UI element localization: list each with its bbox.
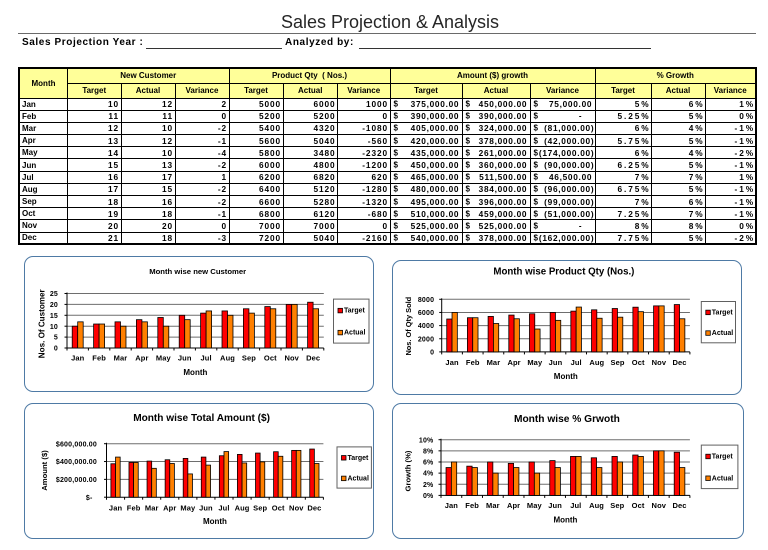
svg-text:Apr: Apr — [163, 503, 176, 512]
svg-text:Apr: Apr — [508, 357, 521, 366]
svg-text:15: 15 — [50, 313, 58, 320]
svg-text:May: May — [527, 501, 543, 510]
svg-text:2%: 2% — [423, 482, 434, 489]
svg-text:Jul: Jul — [200, 354, 211, 363]
svg-text:Aug: Aug — [589, 501, 604, 510]
svg-text:Jun: Jun — [549, 357, 563, 366]
svg-text:Target: Target — [347, 454, 369, 461]
svg-text:Dec: Dec — [306, 354, 320, 363]
svg-text:2000: 2000 — [418, 336, 434, 343]
svg-text:Mar: Mar — [113, 354, 127, 363]
svg-text:Month: Month — [554, 516, 578, 525]
svg-text:Month: Month — [554, 372, 578, 381]
svg-text:Apr: Apr — [507, 501, 520, 510]
svg-text:0: 0 — [430, 349, 434, 356]
svg-text:Jan: Jan — [445, 501, 459, 510]
svg-text:Oct: Oct — [264, 354, 277, 363]
svg-text:Actual: Actual — [347, 475, 368, 482]
svg-text:Sep: Sep — [253, 503, 267, 512]
svg-text:10: 10 — [50, 324, 58, 331]
svg-text:4000: 4000 — [418, 323, 434, 330]
svg-text:5: 5 — [54, 335, 58, 342]
svg-text:Oct: Oct — [632, 357, 645, 366]
svg-text:$600,000.00: $600,000.00 — [56, 441, 97, 448]
svg-text:8%: 8% — [423, 448, 434, 455]
svg-text:6000: 6000 — [418, 310, 434, 317]
svg-text:Month: Month — [183, 368, 207, 377]
svg-text:0%: 0% — [423, 493, 434, 500]
svg-text:Actual: Actual — [712, 475, 733, 482]
svg-text:Dec: Dec — [673, 357, 687, 366]
svg-text:0: 0 — [54, 346, 58, 353]
svg-text:Sep: Sep — [610, 501, 624, 510]
svg-text:Mar: Mar — [486, 501, 500, 510]
svg-text:Jul: Jul — [218, 503, 229, 512]
svg-text:Nov: Nov — [652, 357, 667, 366]
svg-text:Mar: Mar — [487, 357, 501, 366]
svg-text:Target: Target — [344, 308, 366, 315]
svg-text:Actual: Actual — [712, 330, 733, 337]
svg-text:Growth (%): Growth (%) — [404, 450, 413, 491]
svg-text:Sep: Sep — [611, 357, 625, 366]
svg-text:Aug: Aug — [234, 503, 249, 512]
svg-text:Jun: Jun — [199, 503, 213, 512]
svg-text:Month: Month — [203, 517, 227, 526]
svg-text:Month wise % Grwoth: Month wise % Grwoth — [514, 414, 620, 425]
svg-text:Nov: Nov — [289, 503, 304, 512]
svg-text:Jul: Jul — [571, 357, 582, 366]
svg-text:Target: Target — [712, 309, 734, 316]
svg-text:Jan: Jan — [446, 357, 460, 366]
svg-text:Jun: Jun — [548, 501, 562, 510]
svg-text:Dec: Dec — [307, 503, 321, 512]
svg-text:Amount ($): Amount ($) — [40, 449, 49, 490]
svg-text:4%: 4% — [423, 471, 434, 478]
svg-text:Oct: Oct — [632, 501, 645, 510]
svg-text:Feb: Feb — [126, 503, 140, 512]
svg-text:Nos. Of Customer: Nos. Of Customer — [37, 289, 46, 359]
svg-text:$400,000.00: $400,000.00 — [56, 459, 97, 466]
svg-text:Month wise new Customer: Month wise new Customer — [149, 267, 246, 276]
svg-text:Apr: Apr — [135, 354, 148, 363]
svg-text:20: 20 — [50, 302, 58, 309]
svg-text:25: 25 — [50, 291, 58, 298]
svg-text:May: May — [180, 503, 196, 512]
svg-text:Target: Target — [712, 454, 734, 461]
svg-text:Feb: Feb — [92, 354, 106, 363]
svg-text:Dec: Dec — [673, 501, 687, 510]
svg-text:8000: 8000 — [418, 296, 434, 303]
svg-text:Feb: Feb — [466, 357, 480, 366]
svg-text:Jan: Jan — [71, 354, 85, 363]
svg-text:Aug: Aug — [220, 354, 235, 363]
svg-text:May: May — [156, 354, 172, 363]
svg-text:Nov: Nov — [652, 501, 667, 510]
svg-text:Actual: Actual — [344, 330, 365, 337]
svg-text:Mar: Mar — [145, 503, 159, 512]
svg-text:Month wise Product Qty (Nos.): Month wise Product Qty (Nos.) — [494, 266, 635, 277]
svg-text:6%: 6% — [423, 460, 434, 467]
svg-text:May: May — [528, 357, 544, 366]
svg-text:Oct: Oct — [272, 503, 285, 512]
svg-text:$-: $- — [86, 494, 93, 501]
svg-text:10%: 10% — [419, 437, 434, 444]
svg-text:Jan: Jan — [109, 503, 123, 512]
svg-text:Month wise Total Amount ($): Month wise Total Amount ($) — [133, 413, 270, 424]
svg-text:Jul: Jul — [570, 501, 581, 510]
svg-text:Feb: Feb — [465, 501, 479, 510]
svg-text:Jun: Jun — [178, 354, 192, 363]
svg-text:$200,000.00: $200,000.00 — [56, 476, 97, 483]
svg-text:Aug: Aug — [590, 357, 605, 366]
svg-text:Sep: Sep — [242, 354, 256, 363]
svg-text:Nov: Nov — [284, 354, 299, 363]
svg-text:Nos. Of Qty Sold: Nos. Of Qty Sold — [404, 296, 413, 355]
